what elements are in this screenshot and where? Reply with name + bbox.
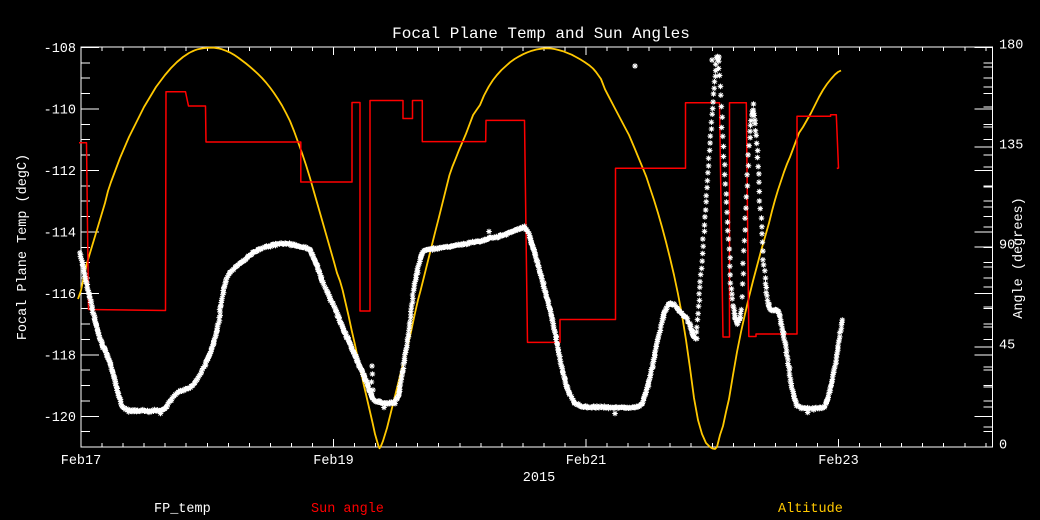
svg-text:45: 45	[999, 339, 1015, 354]
svg-text:Angle (degrees): Angle (degrees)	[1012, 197, 1027, 319]
svg-text:Focal Plane Temp and Sun Angle: Focal Plane Temp and Sun Angles	[392, 25, 690, 43]
svg-text:0: 0	[999, 439, 1007, 454]
svg-text:Feb19: Feb19	[313, 454, 354, 469]
svg-text:-116: -116	[44, 288, 76, 303]
svg-text:90: 90	[999, 239, 1015, 254]
svg-text:Feb21: Feb21	[566, 454, 607, 469]
svg-text:Feb23: Feb23	[818, 454, 859, 469]
svg-text:Focal Plane Temp (degC): Focal Plane Temp (degC)	[16, 154, 31, 340]
svg-text:-114: -114	[44, 226, 76, 241]
svg-text:Altitude: Altitude	[778, 502, 843, 517]
svg-text:Feb17: Feb17	[61, 454, 102, 469]
svg-text:-112: -112	[44, 165, 76, 180]
svg-text:-120: -120	[44, 411, 76, 426]
svg-text:-108: -108	[44, 42, 76, 57]
svg-text:-110: -110	[44, 104, 76, 119]
svg-text:-118: -118	[44, 349, 76, 364]
svg-text:Sun angle: Sun angle	[311, 502, 384, 517]
svg-text:2015: 2015	[523, 471, 555, 486]
svg-text:135: 135	[999, 139, 1023, 154]
svg-text:180: 180	[999, 39, 1023, 54]
svg-text:FP_temp: FP_temp	[154, 502, 211, 517]
